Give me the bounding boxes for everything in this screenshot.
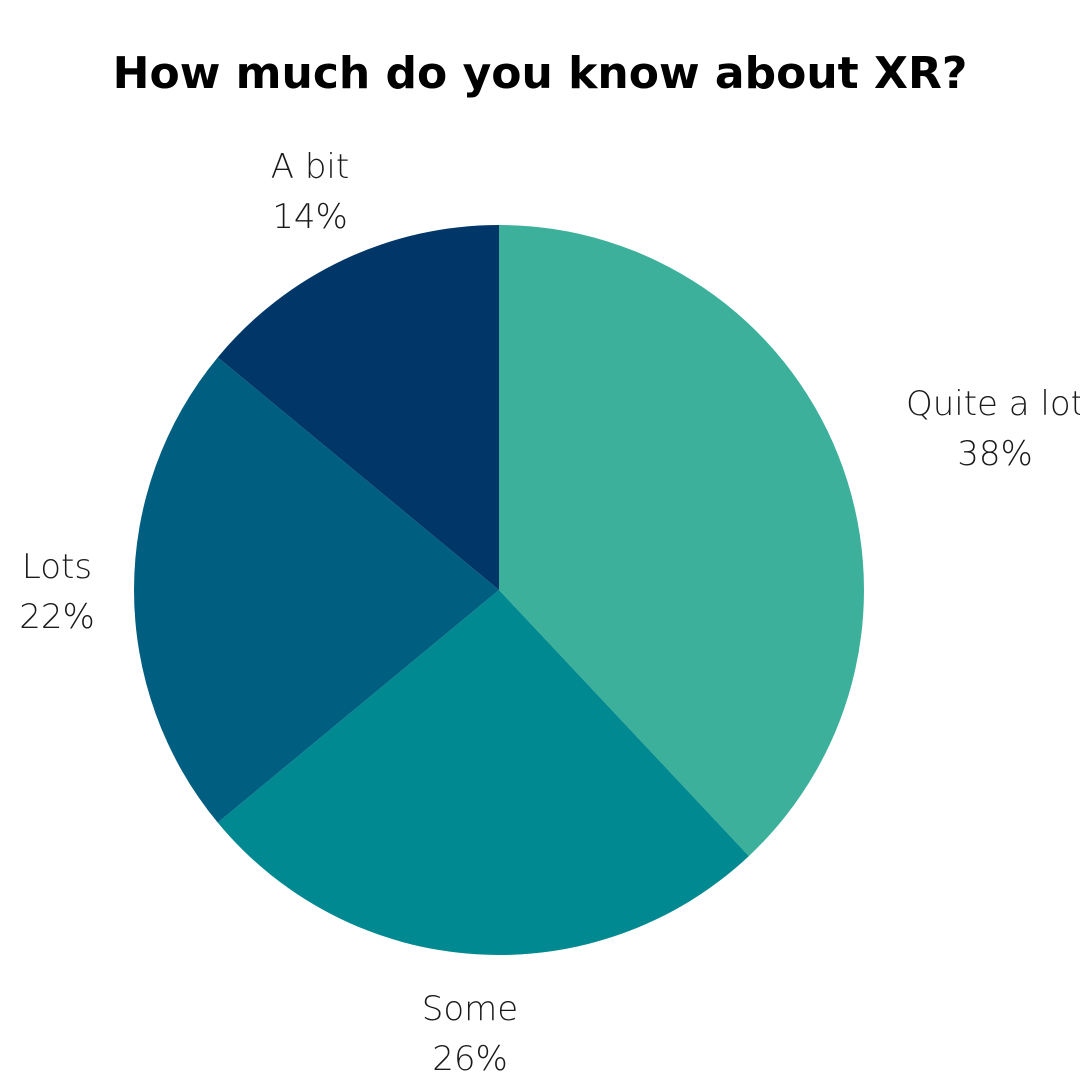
slice-value-label: 26%: [432, 1039, 508, 1079]
slice-label: Quite a lot: [906, 384, 1080, 424]
pie-slice-quite-a-lot: [499, 225, 864, 857]
pie-slice-lots: [133, 357, 499, 823]
chart-title: How much do you know about XR?: [113, 48, 968, 99]
slice-value-label: 14%: [272, 197, 348, 237]
slice-label: A bit: [271, 147, 349, 187]
slice-label: Lots: [22, 547, 92, 587]
pie-slices: [133, 225, 864, 955]
slice-label: Some: [422, 989, 518, 1029]
pie-slice-a-bit: [217, 225, 499, 590]
slice-value-label: 22%: [19, 597, 95, 637]
slice-value-label: 38%: [957, 434, 1033, 474]
pie-slice-some: [217, 590, 749, 955]
pie-labels: Quite a lot 38% Some 26% Lots 22% A bit 14%: [19, 147, 1080, 1079]
